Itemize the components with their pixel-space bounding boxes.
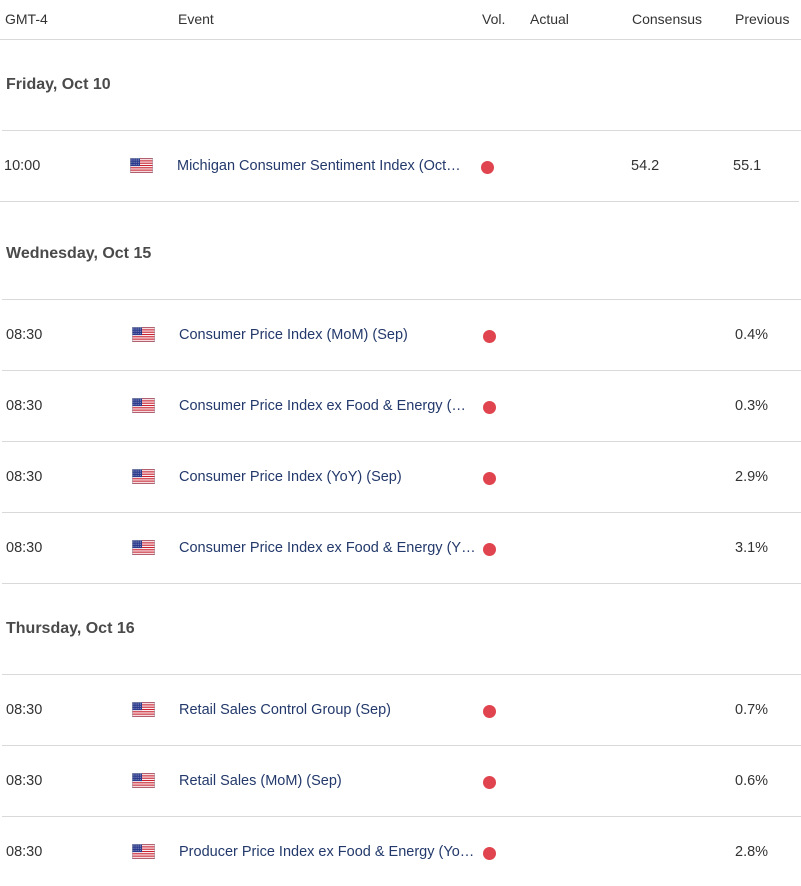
- event-name-link[interactable]: Michigan Consumer Sentiment Index (Oct…: [177, 158, 461, 174]
- event-row[interactable]: 08:30 Consumer Price Index ex Food & Ene…: [2, 371, 801, 442]
- event-column-header: Event: [178, 11, 214, 27]
- us-flag-icon: [132, 702, 155, 717]
- event-name-link[interactable]: Consumer Price Index (YoY) (Sep): [179, 469, 402, 485]
- vol-column-header: Vol.: [482, 11, 506, 27]
- event-row[interactable]: 08:30 Retail Sales (MoM) (Sep) 0.6%: [2, 746, 801, 817]
- previous-value: 0.4%: [735, 327, 769, 343]
- timezone-header[interactable]: GMT-4: [5, 11, 48, 27]
- calendar-header: GMT-4 Event Vol. Actual Consensus Previo…: [0, 0, 801, 40]
- day-header-row: Friday, Oct 10: [2, 40, 801, 131]
- high-volatility-dot: [483, 543, 496, 556]
- consensus-value: 54.2: [631, 158, 660, 174]
- event-time: 08:30: [6, 398, 43, 414]
- high-volatility-dot: [481, 161, 494, 174]
- high-volatility-dot: [483, 847, 496, 860]
- event-row[interactable]: 08:30 Producer Price Index ex Food & Ene…: [2, 817, 801, 886]
- event-name-link[interactable]: Retail Sales Control Group (Sep): [179, 702, 391, 718]
- previous-value: 3.1%: [735, 540, 769, 556]
- event-time: 08:30: [6, 702, 43, 718]
- event-row[interactable]: 08:30 Consumer Price Index (YoY) (Sep) 2…: [2, 442, 801, 513]
- event-row[interactable]: 08:30 Consumer Price Index ex Food & Ene…: [2, 513, 801, 584]
- consensus-column-header: Consensus: [632, 11, 703, 27]
- previous-value: 0.3%: [735, 398, 769, 414]
- event-time: 08:30: [6, 469, 43, 485]
- event-name-link[interactable]: Consumer Price Index (MoM) (Sep): [179, 327, 408, 343]
- high-volatility-dot: [483, 472, 496, 485]
- previous-value: 0.7%: [735, 702, 769, 718]
- previous-value: 2.8%: [735, 844, 769, 860]
- day-header-row: Thursday, Oct 16: [2, 584, 801, 675]
- us-flag-icon: [132, 327, 155, 342]
- us-flag-icon: [132, 540, 155, 555]
- event-time: 08:30: [6, 773, 43, 789]
- event-time: 08:30: [6, 540, 43, 556]
- event-time: 10:00: [4, 158, 41, 174]
- previous-value: 2.9%: [735, 469, 769, 485]
- us-flag-icon: [132, 398, 155, 413]
- previous-column-header: Previous: [735, 11, 790, 27]
- event-time: 08:30: [6, 327, 43, 343]
- day-header-row: Wednesday, Oct 15: [2, 209, 801, 300]
- event-name-link[interactable]: Producer Price Index ex Food & Energy (Y…: [179, 844, 475, 860]
- event-row[interactable]: 10:00 Michigan Consumer Sentiment Index …: [0, 131, 799, 202]
- event-name-link[interactable]: Consumer Price Index ex Food & Energy (…: [179, 398, 466, 414]
- high-volatility-dot: [483, 401, 496, 414]
- us-flag-icon: [130, 158, 153, 173]
- high-volatility-dot: [483, 776, 496, 789]
- high-volatility-dot: [483, 330, 496, 343]
- previous-value: 55.1: [733, 158, 762, 174]
- high-volatility-dot: [483, 705, 496, 718]
- event-name-link[interactable]: Retail Sales (MoM) (Sep): [179, 773, 342, 789]
- event-name-link[interactable]: Consumer Price Index ex Food & Energy (Y…: [179, 540, 476, 556]
- event-time: 08:30: [6, 844, 43, 860]
- day-label: Thursday, Oct 16: [6, 620, 135, 637]
- us-flag-icon: [132, 773, 155, 788]
- previous-value: 0.6%: [735, 773, 769, 789]
- event-row[interactable]: 08:30 Consumer Price Index (MoM) (Sep) 0…: [2, 300, 801, 371]
- event-row[interactable]: 08:30 Retail Sales Control Group (Sep) 0…: [2, 675, 801, 746]
- us-flag-icon: [132, 469, 155, 484]
- day-label: Wednesday, Oct 15: [6, 245, 152, 262]
- actual-column-header: Actual: [530, 11, 569, 27]
- day-label: Friday, Oct 10: [6, 76, 111, 93]
- us-flag-icon: [132, 844, 155, 859]
